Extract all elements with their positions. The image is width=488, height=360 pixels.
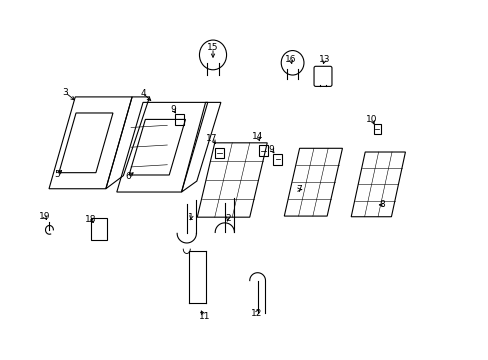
Text: 6: 6 bbox=[125, 172, 131, 181]
Text: 9: 9 bbox=[268, 145, 274, 154]
Text: 2: 2 bbox=[224, 214, 230, 223]
Text: 1: 1 bbox=[188, 213, 194, 222]
Bar bbox=[373, 125, 380, 134]
Bar bbox=[259, 145, 267, 156]
Text: 17: 17 bbox=[206, 134, 218, 143]
Text: 11: 11 bbox=[198, 312, 209, 321]
Bar bbox=[215, 148, 223, 158]
Text: 15: 15 bbox=[207, 44, 218, 53]
Text: 5: 5 bbox=[54, 170, 60, 179]
Bar bbox=[91, 219, 107, 240]
Text: 8: 8 bbox=[379, 201, 385, 210]
Text: 18: 18 bbox=[84, 215, 96, 224]
Text: 19: 19 bbox=[39, 212, 50, 221]
Text: 12: 12 bbox=[250, 309, 262, 318]
Bar bbox=[174, 113, 183, 125]
Text: 3: 3 bbox=[62, 88, 68, 97]
Text: 14: 14 bbox=[251, 132, 263, 141]
Bar bbox=[273, 154, 282, 165]
Text: 4: 4 bbox=[140, 89, 145, 98]
Text: 9: 9 bbox=[170, 105, 176, 114]
Text: 13: 13 bbox=[318, 55, 329, 64]
Text: 10: 10 bbox=[366, 115, 377, 124]
Text: 7: 7 bbox=[295, 185, 301, 194]
Text: 16: 16 bbox=[285, 55, 296, 64]
